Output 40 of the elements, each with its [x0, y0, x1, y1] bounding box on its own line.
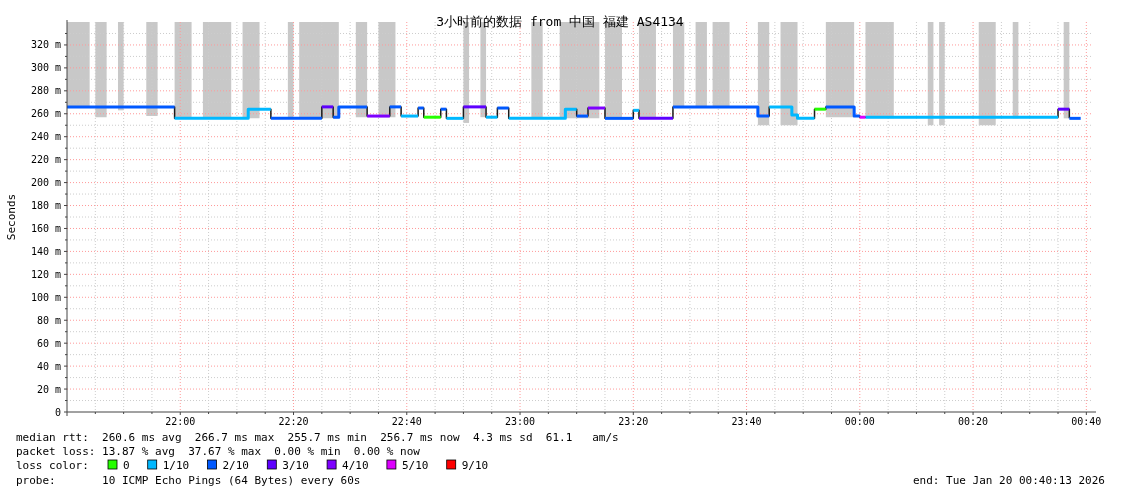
y-tick-label: 260 m — [30, 108, 61, 120]
legend-label: 1/10 — [162, 459, 190, 472]
chart-title: 3小时前的数据 from 中国 福建 AS4134 — [436, 14, 684, 29]
y-tick-label: 280 m — [30, 85, 61, 97]
text: probe: 10 ICMP Echo Pings (64 Bytes) every 60s — [16, 474, 361, 487]
y-tick-label: 180 m — [30, 200, 61, 212]
x-tick-label: 23:00 — [504, 416, 536, 427]
legend-label: 3/10 — [282, 459, 309, 472]
y-tick-label: 60 m — [36, 337, 61, 349]
y-tick-label: 80 m — [36, 314, 61, 326]
y-tick-label: 200 m — [30, 177, 61, 189]
y-tick-label: 320 m — [30, 39, 61, 51]
text: end: Tue Jan 20 00:40:13 2026 — [912, 474, 1105, 487]
y-tick-label: 120 m — [30, 268, 61, 280]
x-tick-label: 23:40 — [731, 416, 762, 427]
legend-label: 0 — [123, 459, 130, 472]
x-tick-label: 00:00 — [844, 416, 875, 427]
legend-label: 2/10 — [222, 459, 249, 472]
x-tick-label: 00:40 — [1071, 416, 1102, 427]
text: median rtt: 260.6 ms avg 266.7 ms max 255.7 ms min 256.7 ms now 4.3 ms sd 61.1 am/s — [16, 431, 619, 444]
x-tick-label: 22:00 — [165, 416, 196, 427]
y-tick-label: 300 m — [30, 62, 61, 74]
y-tick-label: 160 m — [30, 222, 61, 234]
x-tick-label: 22:40 — [391, 416, 422, 427]
legend-title: loss color: — [16, 459, 89, 472]
legend-label: 4/10 — [342, 459, 369, 472]
y-tick-label: 100 m — [30, 291, 61, 303]
y-axis-title: Seconds — [5, 193, 18, 241]
legend-label: 9/10 — [461, 459, 489, 472]
y-tick-label: 0 — [54, 406, 61, 418]
y-tick-label: 240 m — [30, 131, 61, 143]
y-tick-label: 220 m — [30, 154, 61, 166]
y-tick-label: 140 m — [30, 245, 61, 257]
legend-label: 5/10 — [401, 459, 429, 472]
y-tick-label: 20 m — [36, 383, 61, 395]
x-tick-label: 22:20 — [278, 416, 309, 427]
text: packet loss: 13.87 % avg 37.67 % max 0.00 % min 0.00 % now — [16, 445, 421, 458]
y-tick-label: 40 m — [36, 360, 61, 372]
x-tick-label: 23:20 — [618, 416, 649, 427]
x-tick-label: 00:20 — [958, 416, 989, 427]
